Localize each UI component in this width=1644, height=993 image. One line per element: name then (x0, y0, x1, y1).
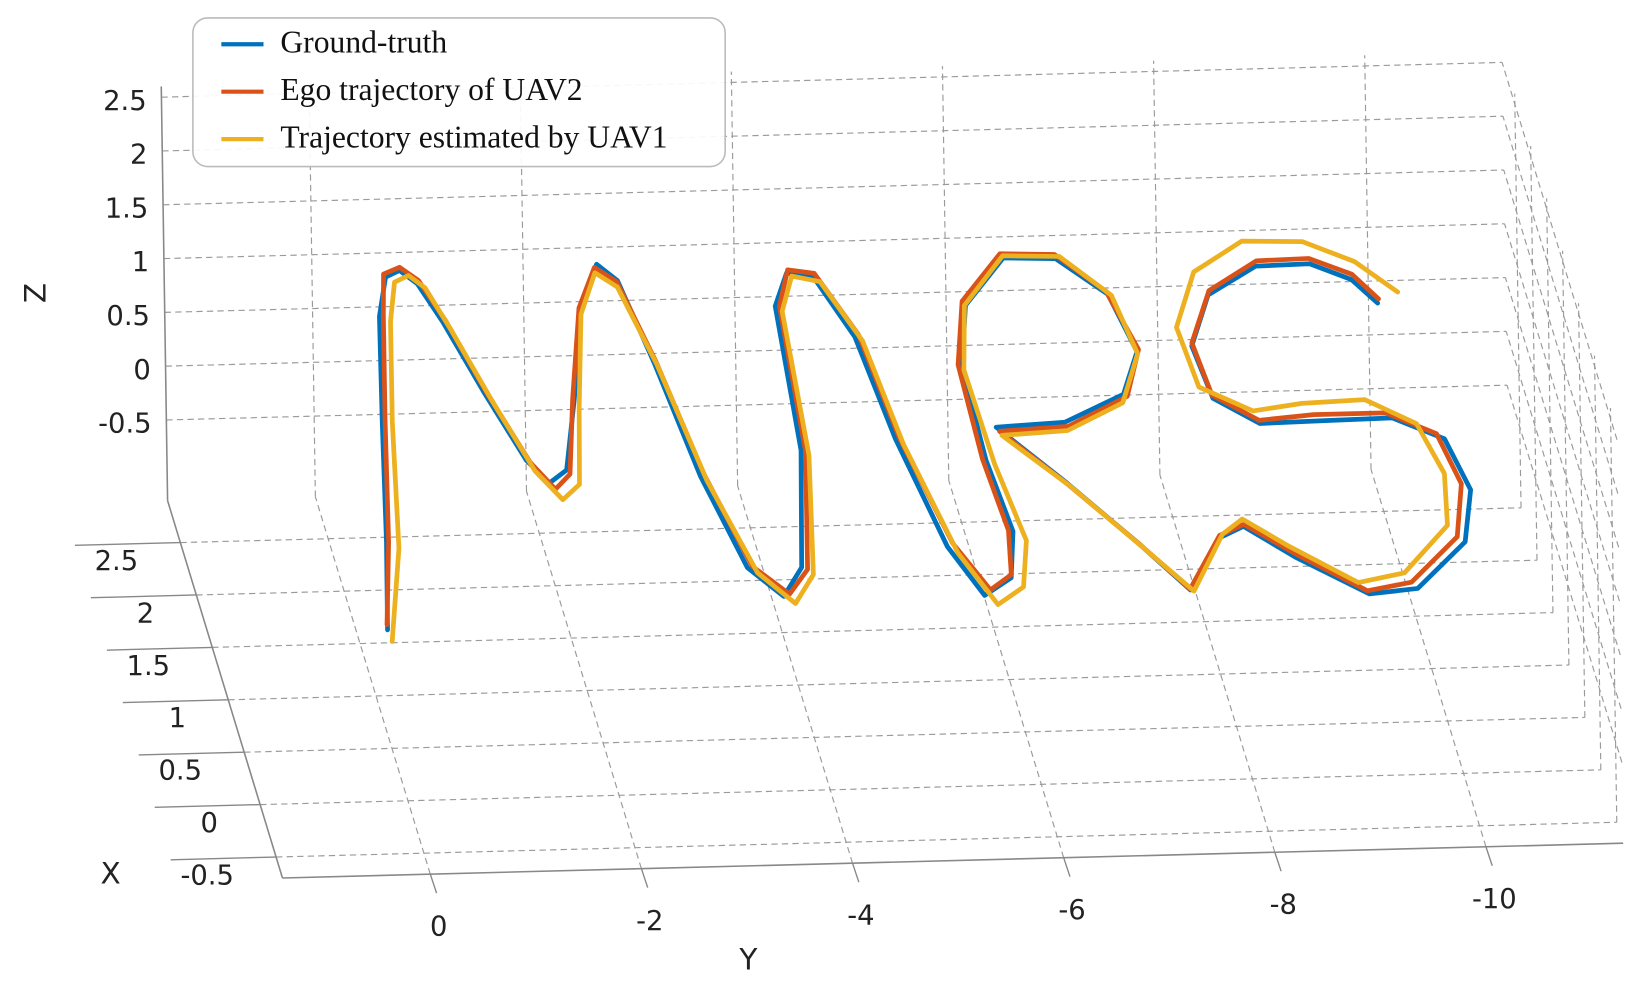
grid-line (244, 716, 1585, 753)
tick-mark (138, 751, 245, 756)
trajectory-line (380, 251, 1464, 627)
grid-line (276, 821, 1617, 858)
tick-label: -4 (847, 900, 874, 931)
grid-line (525, 491, 642, 869)
grid-line (1364, 55, 1372, 470)
tick-mark (640, 868, 649, 888)
tick-label: -10 (1472, 884, 1517, 915)
axis-line (166, 500, 284, 879)
tick-label: 1 (169, 703, 186, 734)
tick-label: 2.5 (103, 86, 147, 117)
plot-area: -0.5 0 0.5 1 1.5 2 2.5 0 -2 -4 -6 -8 -10 -0.5 0 0.5 1 1.5… (18, 17, 1624, 977)
legend: Ground-truth Ego trajectory of UAV2 Traj… (192, 17, 726, 168)
legend-label: Ground-truth (280, 25, 447, 60)
tick-label: 1 (132, 247, 149, 278)
tick-label: -0.5 (180, 860, 233, 891)
legend-label: Ego trajectory of UAV2 (280, 72, 582, 107)
grid-line (163, 169, 1504, 206)
grid-line (1504, 223, 1621, 602)
tick-mark (429, 873, 438, 894)
axes: -0.5 0 0.5 1 1.5 2 2.5 0 -2 -4 -6 -8 -10 -0.5 0 0.5 1 1.5… (74, 86, 1624, 942)
grid-line (737, 485, 854, 864)
legend-label: Trajectory estimated by UAV1 (280, 119, 667, 154)
tick-mark (851, 862, 860, 883)
x-axis-title: X (101, 856, 121, 890)
grid-line (519, 77, 528, 492)
grid-line (1506, 385, 1623, 763)
grid-line (314, 496, 431, 875)
tick-mark (1485, 846, 1493, 866)
tick-mark (1063, 857, 1071, 877)
tick-label: -6 (1058, 895, 1085, 926)
grid-line (1514, 93, 1522, 508)
grid-line (1530, 145, 1538, 561)
grid-line (730, 71, 739, 486)
grid-line (163, 223, 1505, 260)
grid-line (948, 480, 1065, 858)
grid-line (1159, 474, 1276, 853)
grid-line (1153, 60, 1161, 475)
tick-label: 0 (201, 808, 218, 839)
tick-mark (1274, 852, 1282, 872)
tick-label: 1.5 (127, 651, 171, 682)
grid-line (1577, 303, 1586, 718)
grid-line (1502, 116, 1619, 494)
tick-label: 2 (137, 598, 154, 629)
grid-line (1505, 331, 1622, 709)
tick-mark (90, 594, 197, 599)
legend-box (192, 17, 726, 168)
tick-mark (122, 699, 229, 704)
trajectory-line (388, 238, 1450, 644)
grid-line (1593, 355, 1602, 770)
trajectory-line (377, 255, 1474, 633)
grid-line (308, 82, 316, 497)
tick-label: 0 (133, 355, 150, 386)
tick-label: -0.5 (98, 409, 151, 440)
grid-line (1562, 250, 1570, 666)
z-axis-title: Z (18, 283, 52, 303)
tick-mark (106, 646, 213, 651)
axis-line (160, 86, 169, 501)
grid-line (180, 507, 1522, 544)
tick-label: -2 (636, 906, 663, 937)
grid-line (1501, 62, 1618, 440)
tick-label: 0.5 (158, 756, 202, 787)
axis-line (282, 842, 1624, 879)
grid-line (1370, 469, 1487, 847)
tick-label: 0.5 (106, 301, 150, 332)
tick-label: 2 (130, 140, 147, 171)
grid-line (260, 769, 1601, 806)
grid-line (941, 66, 950, 481)
tick-label: -8 (1270, 889, 1297, 920)
y-axis-title: Y (738, 943, 758, 977)
grid-line (212, 612, 1553, 648)
grid-line (165, 330, 1507, 367)
tick-mark (74, 541, 181, 547)
trajectories (377, 238, 1474, 644)
tick-label: 2.5 (95, 546, 139, 577)
tick-mark (170, 856, 277, 861)
grid-line (1504, 277, 1621, 656)
grid-line (1503, 169, 1620, 548)
grid-line (164, 277, 1506, 313)
grid-line (1609, 408, 1618, 823)
tick-mark (154, 803, 261, 809)
grid-line (1546, 198, 1554, 613)
tick-label: 0 (430, 911, 447, 942)
tick-label: 1.5 (105, 193, 149, 224)
grid (161, 55, 1623, 875)
grid-line (228, 664, 1569, 701)
